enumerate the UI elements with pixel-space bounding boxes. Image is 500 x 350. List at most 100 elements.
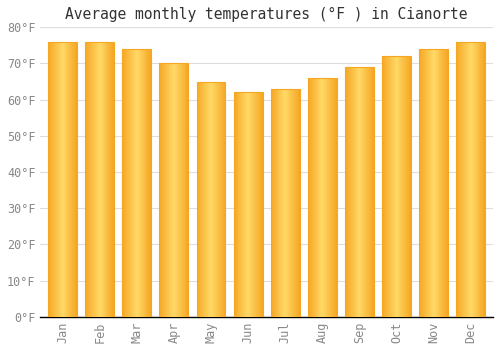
Bar xyxy=(472,42,474,317)
Bar xyxy=(134,49,135,317)
Bar xyxy=(400,56,402,317)
Bar xyxy=(255,92,256,317)
Bar xyxy=(125,49,126,317)
Bar xyxy=(370,67,371,317)
Bar xyxy=(92,42,93,317)
Bar xyxy=(284,89,285,317)
Bar xyxy=(318,78,320,317)
Bar xyxy=(89,42,90,317)
Bar xyxy=(365,67,366,317)
Bar xyxy=(346,67,347,317)
Bar xyxy=(249,92,250,317)
Bar xyxy=(148,49,150,317)
Bar xyxy=(272,89,274,317)
Bar xyxy=(86,42,87,317)
Bar xyxy=(316,78,318,317)
Bar xyxy=(133,49,134,317)
Bar xyxy=(332,78,333,317)
Bar xyxy=(90,42,91,317)
Bar xyxy=(204,82,205,317)
Bar xyxy=(471,42,472,317)
Bar xyxy=(369,67,370,317)
Bar xyxy=(54,42,55,317)
Bar xyxy=(177,63,178,317)
Bar xyxy=(389,56,390,317)
Bar xyxy=(367,67,368,317)
Bar xyxy=(198,82,200,317)
Bar xyxy=(260,92,262,317)
Bar xyxy=(160,63,162,317)
Bar xyxy=(95,42,96,317)
Bar xyxy=(166,63,167,317)
Bar xyxy=(356,67,358,317)
Bar xyxy=(164,63,165,317)
Bar xyxy=(182,63,184,317)
Bar xyxy=(88,42,89,317)
Bar xyxy=(360,67,362,317)
Bar xyxy=(200,82,202,317)
Bar xyxy=(297,89,298,317)
Bar xyxy=(366,67,367,317)
Bar xyxy=(335,78,336,317)
Bar xyxy=(420,49,421,317)
Bar xyxy=(93,42,94,317)
Bar xyxy=(206,82,207,317)
Bar xyxy=(72,42,73,317)
Bar xyxy=(108,42,110,317)
Bar xyxy=(434,49,436,317)
Bar xyxy=(122,49,152,317)
Bar xyxy=(274,89,276,317)
Bar xyxy=(288,89,289,317)
Bar xyxy=(174,63,175,317)
Bar xyxy=(368,67,369,317)
Bar xyxy=(295,89,296,317)
Bar xyxy=(298,89,300,317)
Bar xyxy=(402,56,404,317)
Bar xyxy=(431,49,432,317)
Bar xyxy=(128,49,129,317)
Bar xyxy=(126,49,127,317)
Bar xyxy=(167,63,168,317)
Bar xyxy=(256,92,257,317)
Bar xyxy=(180,63,182,317)
Bar xyxy=(336,78,337,317)
Bar xyxy=(254,92,255,317)
Bar xyxy=(456,42,486,317)
Bar xyxy=(293,89,294,317)
Bar xyxy=(406,56,407,317)
Bar xyxy=(62,42,64,317)
Bar xyxy=(409,56,410,317)
Bar xyxy=(386,56,387,317)
Bar xyxy=(58,42,59,317)
Bar xyxy=(347,67,348,317)
Bar xyxy=(169,63,170,317)
Bar xyxy=(484,42,486,317)
Bar xyxy=(129,49,130,317)
Bar xyxy=(482,42,484,317)
Bar xyxy=(53,42,54,317)
Bar xyxy=(322,78,324,317)
Bar xyxy=(68,42,70,317)
Bar xyxy=(287,89,288,317)
Bar xyxy=(162,63,164,317)
Bar xyxy=(251,92,252,317)
Bar xyxy=(280,89,281,317)
Bar xyxy=(447,49,448,317)
Bar xyxy=(320,78,322,317)
Bar xyxy=(220,82,222,317)
Bar xyxy=(469,42,470,317)
Bar xyxy=(186,63,188,317)
Bar xyxy=(168,63,169,317)
Bar xyxy=(136,49,137,317)
Bar xyxy=(392,56,394,317)
Bar xyxy=(291,89,292,317)
Bar xyxy=(212,82,213,317)
Bar xyxy=(207,82,208,317)
Bar xyxy=(390,56,391,317)
Bar xyxy=(312,78,314,317)
Bar xyxy=(442,49,444,317)
Bar xyxy=(176,63,177,317)
Bar xyxy=(102,42,104,317)
Bar xyxy=(327,78,328,317)
Bar xyxy=(50,42,51,317)
